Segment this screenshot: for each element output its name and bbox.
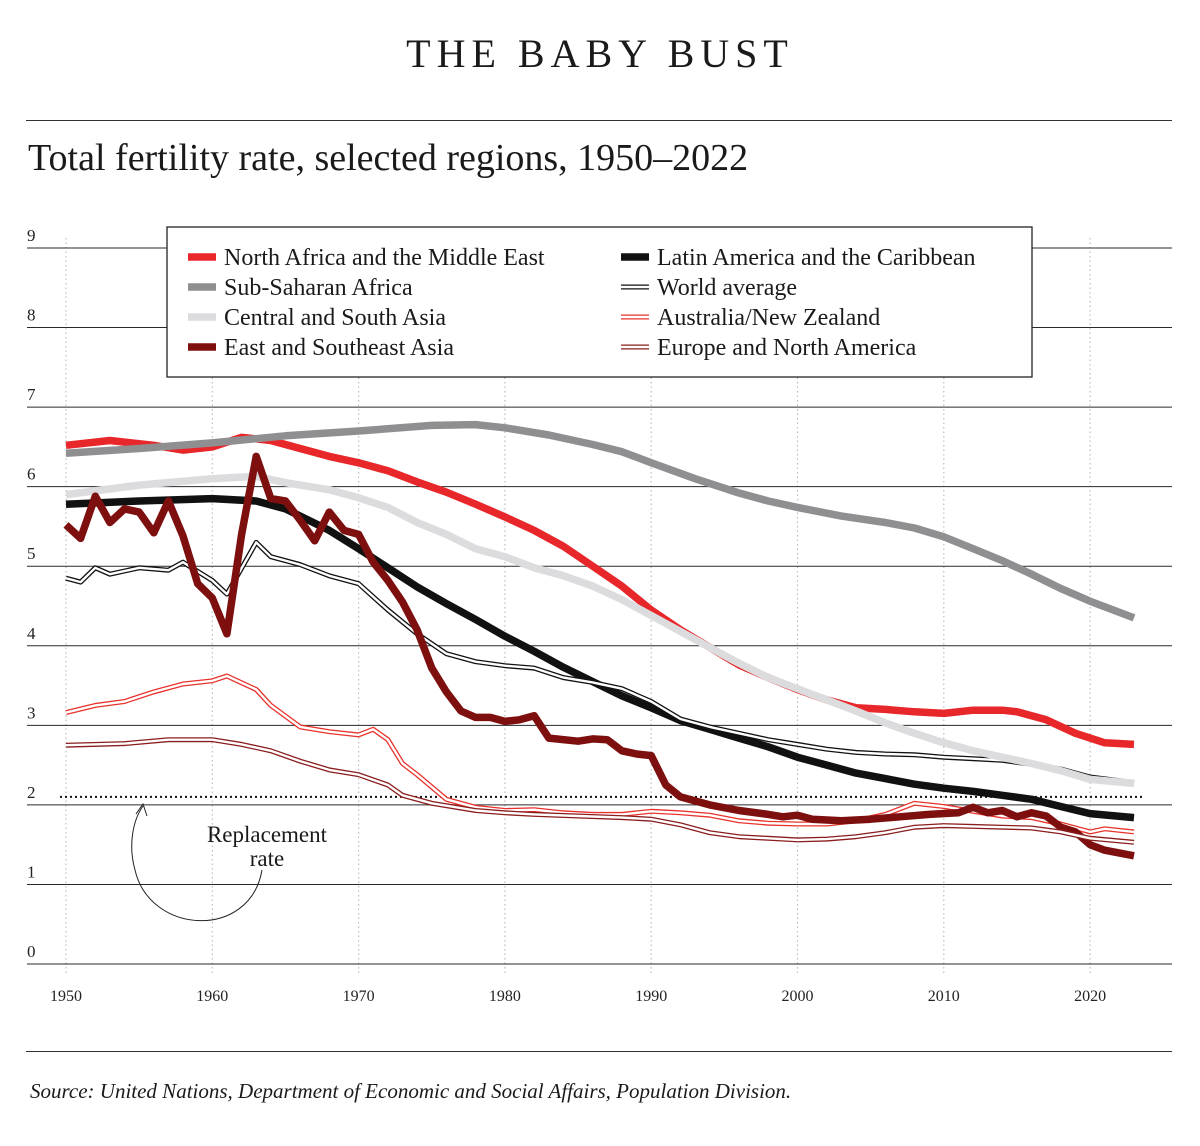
series-layer (63, 420, 1136, 860)
series-line-sub-saharan-africa (65, 420, 1136, 622)
y-tick-label-5: 5 (27, 544, 36, 563)
legend-entry-australia-new-zealand: Australia/New Zealand (621, 305, 880, 331)
series-line-europe-and-north-america-inner (65, 738, 1135, 844)
y-tick-label-1: 1 (27, 862, 36, 881)
x-tick-label-1960: 1960 (196, 988, 228, 1005)
legend-label: North Africa and the Middle East (224, 245, 545, 271)
y-tick-label-6: 6 (27, 465, 36, 484)
series-line-latin-america-and-the-caribbean (65, 494, 1135, 822)
annotation-arrowhead (135, 802, 148, 817)
legend-label: Sub-Saharan Africa (224, 275, 413, 301)
x-tick-label-1980: 1980 (489, 988, 521, 1005)
legend-entry-latin-america-and-the-caribbean: Latin America and the Caribbean (621, 245, 976, 271)
legend-entry-sub-saharan-africa: Sub-Saharan Africa (188, 275, 413, 301)
y-tick-label-4: 4 (27, 624, 36, 643)
y-tick-label-2: 2 (27, 783, 36, 802)
bottom-rule (26, 1051, 1172, 1052)
series-line-australia-new-zealand-inner (65, 674, 1135, 834)
legend-label: World average (657, 275, 797, 301)
legend-label: Australia/New Zealand (657, 305, 880, 331)
legend-entry-world-average: World average (621, 275, 797, 301)
annotation-arrow (131, 805, 263, 922)
y-tick-label-9: 9 (27, 226, 36, 245)
x-tick-label-2000: 2000 (782, 988, 814, 1005)
chart-title: Total fertility rate, selected regions, … (28, 137, 749, 179)
series-line-central-and-south-asia (65, 472, 1135, 788)
series-line-world-average (65, 539, 1135, 786)
series-line-east-and-southeast-asia (63, 452, 1135, 860)
x-tick-label-1990: 1990 (635, 988, 667, 1005)
legend-entry-east-and-southeast-asia: East and Southeast Asia (188, 335, 454, 361)
legend-entry-central-and-south-asia: Central and South Asia (188, 305, 446, 331)
x-tick-label-2010: 2010 (928, 988, 960, 1005)
replacement-rate-label-2: rate (250, 846, 284, 871)
y-tick-label-3: 3 (27, 703, 36, 722)
y-tick-label-8: 8 (27, 306, 36, 325)
x-tick-label-1950: 1950 (50, 988, 82, 1005)
legend-entry-north-africa-and-the-middle-east: North Africa and the Middle East (188, 245, 545, 271)
source-note: Source: United Nations, Department of Ec… (30, 1079, 792, 1103)
x-tick-label-1970: 1970 (343, 988, 375, 1005)
legend-label: Europe and North America (657, 335, 917, 361)
legend: North Africa and the Middle East Sub-Saha… (166, 226, 1033, 378)
legend-label: East and Southeast Asia (224, 335, 454, 361)
kicker-title: THE BABY BUST (406, 31, 794, 76)
y-tick-label-0: 0 (27, 942, 36, 961)
legend-label: Latin America and the Caribbean (657, 245, 976, 271)
replacement-rate-label: Replacement (207, 822, 328, 847)
legend-entry-europe-and-north-america: Europe and North America (621, 335, 917, 361)
y-tick-label-7: 7 (27, 385, 36, 404)
legend-box (166, 226, 1033, 378)
series-line-world-average-inner (65, 541, 1135, 784)
top-rule (26, 120, 1172, 121)
legend-label: Central and South Asia (224, 305, 446, 331)
x-tick-label-2020: 2020 (1074, 988, 1106, 1005)
